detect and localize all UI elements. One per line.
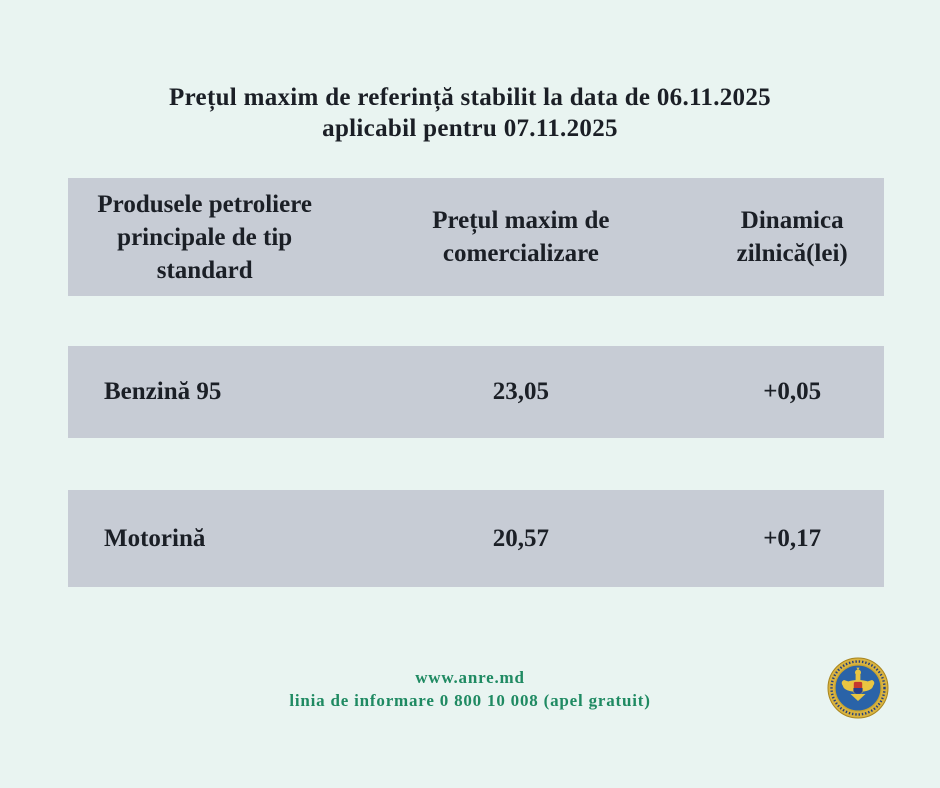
header-daily-change-line-1: Dinamica — [740, 207, 844, 234]
table-row-motorina: Motorină 20,57 +0,17 — [68, 490, 884, 587]
footer: www.anre.md linia de informare 0 800 10 … — [0, 666, 940, 712]
header-max-price-line-1: Prețul maxim de — [432, 207, 610, 234]
table-header-row: Produsele petroliere principale de tip s… — [68, 178, 884, 296]
product-name: Motorină — [104, 524, 206, 552]
info-phone-line: linia de informare 0 800 10 008 (apel gr… — [289, 691, 651, 710]
title-line-1: Prețul maxim de referință stabilit la da… — [169, 84, 771, 111]
anre-moldova-seal-icon — [827, 657, 889, 719]
max-price-value: 23,05 — [492, 378, 549, 405]
header-products-line-2: principale de tip — [117, 223, 293, 251]
header-cell-max-price: Prețul maxim de comercializare — [341, 204, 700, 270]
header-products-line-1: Produsele petroliere — [97, 190, 312, 218]
product-name: Benzină 95 — [104, 378, 222, 405]
header-max-price-line-2: comercializare — [442, 240, 599, 267]
header-products-line-3: standard — [156, 256, 253, 284]
title-line-2: aplicabil pentru 07.11.2025 — [322, 115, 618, 142]
header-daily-change-line-2: zilnică(lei) — [736, 240, 848, 267]
daily-change-value: +0,17 — [763, 524, 822, 552]
header-cell-products: Produsele petroliere principale de tip s… — [68, 188, 341, 287]
header-cell-daily-change: Dinamica zilnică(lei) — [700, 204, 884, 270]
table-row-benzina-95: Benzină 95 23,05 +0,05 — [68, 346, 884, 438]
max-price-value: 20,57 — [492, 524, 549, 552]
page-title: Prețul maxim de referință stabilit la da… — [0, 82, 940, 144]
daily-change-value: +0,05 — [763, 378, 822, 405]
website-url: www.anre.md — [415, 668, 525, 687]
